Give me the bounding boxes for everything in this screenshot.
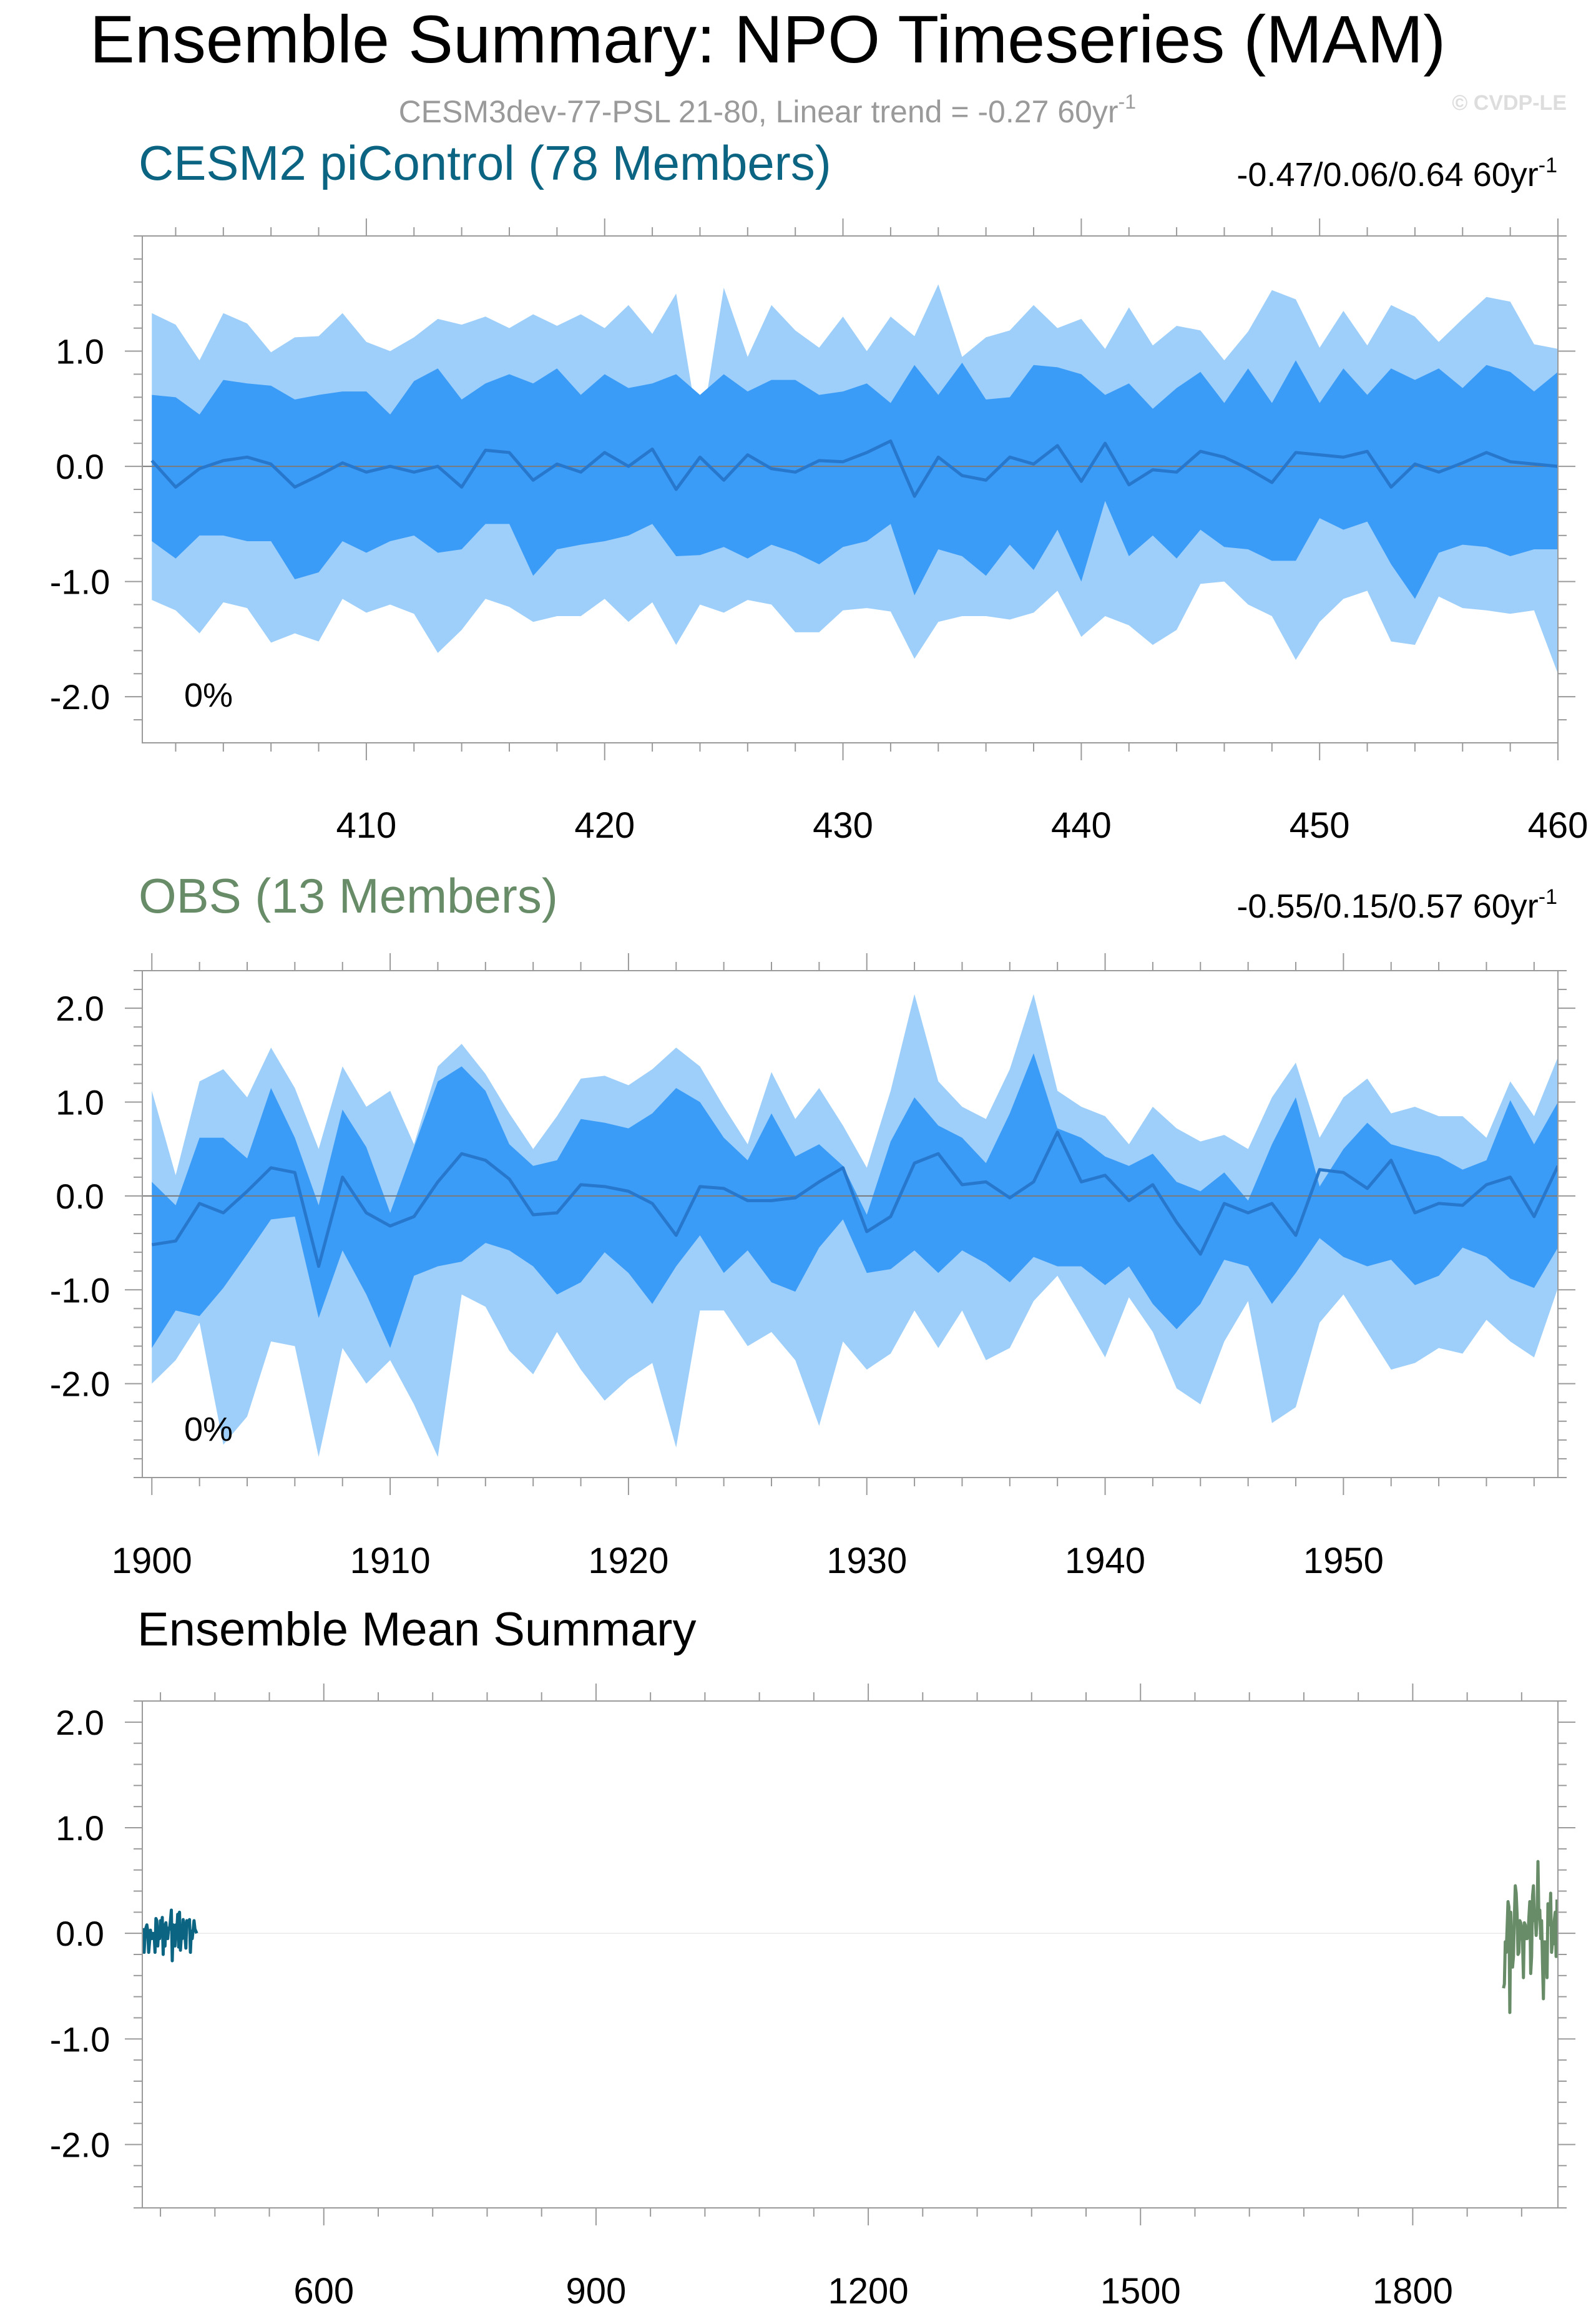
figure-subtitle: CESM3dev-77-PSL 21-80, Linear trend = -0…: [399, 91, 1136, 129]
plot-area: [142, 1860, 1558, 2014]
ensemble-mean-line: [151, 1130, 1558, 1268]
y-tick-label: -2.0: [50, 2125, 110, 2165]
trend-text: -0.55/0.15/0.57 60yr-1: [1236, 885, 1557, 925]
inner-range-band: [152, 360, 1558, 599]
panel-cesm: CESM2 piControl (78 Members) -0.47/0.06/0…: [50, 135, 1589, 846]
y-tick-label: -1.0: [50, 1270, 110, 1310]
plot-frame: [142, 1700, 1559, 2209]
figure-subtitle-sup: -1: [1119, 91, 1136, 113]
figure-title: Ensemble Summary: NPO Timeseries (MAM): [90, 1, 1446, 77]
trend-text-main: -0.55/0.15/0.57 60yr: [1236, 888, 1538, 925]
plot-area: [142, 994, 1558, 1457]
trend-text-sup: -1: [1539, 885, 1557, 909]
percent-label: 0%: [184, 677, 233, 714]
x-tick-label: 1500: [1100, 2271, 1181, 2312]
x-tick-label: 1940: [1065, 1541, 1145, 1581]
y-tick-label: 2.0: [56, 989, 104, 1028]
cesm-mean-line: [142, 1908, 198, 1963]
panel-obs: OBS (13 Members) -0.55/0.15/0.57 60yr-1 0%…: [50, 868, 1575, 1581]
figure-subtitle-main: CESM3dev-77-PSL 21-80, Linear trend = -0…: [399, 94, 1119, 129]
trend-text: -0.47/0.06/0.64 60yr-1: [1236, 154, 1557, 194]
x-tick-label: 1800: [1373, 2271, 1453, 2312]
panel-ensemble-mean: Ensemble Mean Summary -2.0 -1.0 0.0 1.0 2.0 60…: [50, 1603, 1575, 2312]
y-tick-label: -1.0: [50, 562, 110, 602]
y-tick-label: 1.0: [56, 332, 104, 371]
percent-label: 0%: [184, 1411, 233, 1448]
y-tick-label: 0.0: [56, 1914, 104, 1953]
y-tick-label: 1.0: [56, 1083, 104, 1122]
x-tick-label: 1200: [828, 2271, 909, 2312]
panel-title: OBS (13 Members): [139, 868, 558, 923]
y-tick-label: 1.0: [56, 1808, 104, 1848]
trend-text-sup: -1: [1539, 154, 1557, 177]
y-tick-label: 2.0: [56, 1703, 104, 1742]
x-tick-label: 1900: [112, 1541, 192, 1581]
x-tick-label: 460: [1528, 805, 1589, 846]
x-tick-label: 1950: [1303, 1541, 1384, 1581]
x-tick-label: 430: [813, 805, 873, 846]
panel-title: CESM2 piControl (78 Members): [139, 135, 831, 190]
x-tick-label: 440: [1051, 805, 1112, 846]
x-tick-label: 450: [1290, 805, 1350, 846]
x-tick-label: 900: [566, 2271, 627, 2312]
x-tick-label: 600: [293, 2271, 354, 2312]
y-tick-label: 0.0: [56, 447, 104, 486]
y-tick-label: -1.0: [50, 2019, 110, 2059]
x-tick-label: 420: [574, 805, 635, 846]
plot-area: [142, 284, 1558, 674]
y-tick-label: -2.0: [50, 677, 110, 717]
x-tick-label: 1920: [588, 1541, 668, 1581]
panel-title: Ensemble Mean Summary: [137, 1603, 696, 1656]
trend-text-main: -0.47/0.06/0.64 60yr: [1236, 156, 1538, 194]
y-tick-label: -2.0: [50, 1365, 110, 1404]
plot-frame: [142, 970, 1559, 1478]
watermark: © CVDP-LE: [1452, 91, 1567, 115]
x-tick-label: 1910: [350, 1541, 431, 1581]
ensemble-mean-line: [150, 439, 1558, 498]
x-tick-label: 410: [336, 805, 397, 846]
x-tick-label: 1930: [826, 1541, 907, 1581]
y-tick-label: 0.0: [56, 1177, 104, 1216]
obs-mean-line: [1502, 1860, 1558, 2014]
